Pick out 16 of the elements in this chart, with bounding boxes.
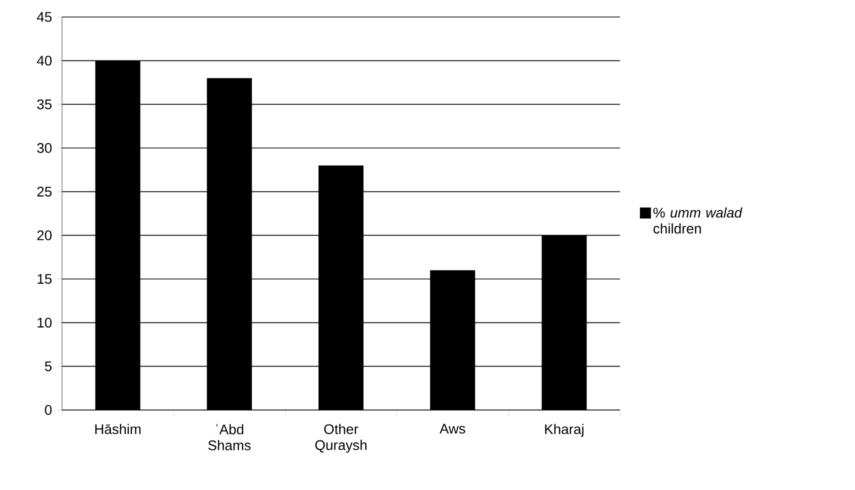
- x-tick-label: Aws: [440, 424, 466, 434]
- x-tick-label: Other Quraysh: [315, 424, 366, 453]
- y-tick-label: 45: [36, 12, 52, 22]
- y-tick-label: 25: [37, 186, 52, 197]
- x-tick-label: Hāshim: [95, 424, 141, 434]
- x-tick-label: ʿAbd Shams: [208, 424, 251, 450]
- y-tick-label: 0: [44, 405, 52, 415]
- y-tick-label: 10: [38, 318, 52, 328]
- legend-label: % umm walad children: [653, 207, 742, 234]
- y-tick-label: 20: [37, 230, 52, 240]
- y-tick-label: 40: [36, 56, 52, 66]
- y-tick-label: 5: [44, 361, 52, 372]
- x-tick-label: Kharaj: [545, 424, 584, 437]
- y-tick-label: 30: [37, 143, 52, 153]
- y-tick-label: 35: [37, 99, 52, 110]
- y-tick-label: 15: [38, 274, 52, 284]
